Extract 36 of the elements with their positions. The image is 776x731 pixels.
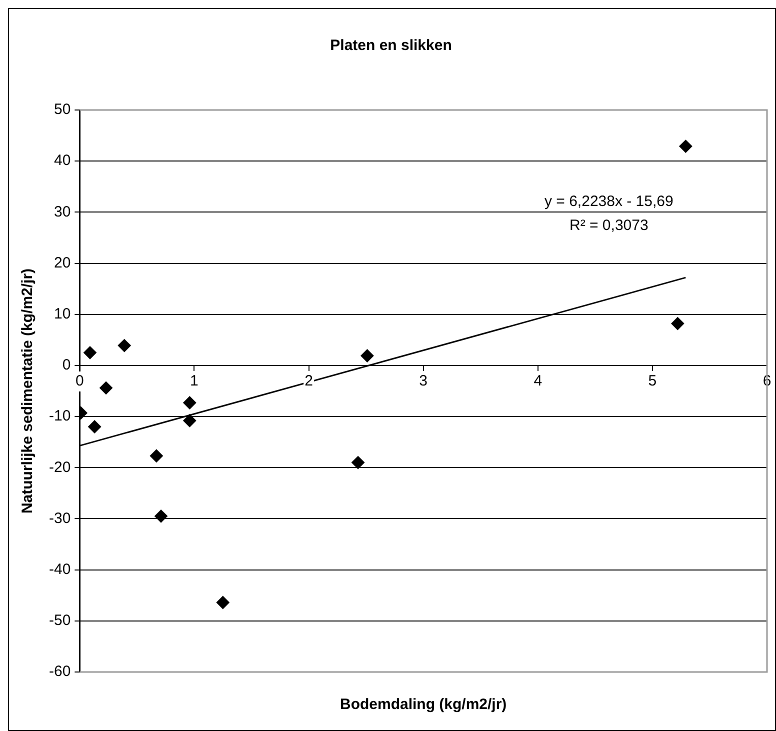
y-tick-label: 10 — [54, 306, 71, 323]
y-tick-label: 0 — [62, 356, 71, 374]
x-tick-label: 4 — [534, 372, 542, 390]
x-tick-label: 1 — [190, 372, 198, 390]
point — [352, 456, 365, 470]
x-tick-label: 2 — [304, 372, 313, 390]
chart-title: Platen en slikken — [330, 37, 452, 54]
y-tick-label: 20 — [54, 254, 71, 272]
y-tick-label: -50 — [48, 612, 71, 630]
y-tick-label: 40 — [54, 152, 71, 170]
point — [216, 596, 230, 610]
y-tick-label: 50 — [54, 101, 71, 118]
y-tick-label: 30 — [54, 203, 71, 220]
annotation: R² = 0,3073 — [570, 217, 648, 234]
point — [88, 420, 102, 434]
point — [150, 449, 163, 462]
point — [118, 339, 131, 352]
point — [154, 510, 168, 523]
x-tick-label: 0 — [76, 372, 84, 390]
point — [183, 414, 196, 428]
y-tick-label: -60 — [48, 663, 71, 680]
point — [183, 396, 196, 410]
y-tick-label: -40 — [48, 560, 71, 578]
point — [100, 381, 113, 394]
y-tick-label: -20 — [48, 458, 71, 476]
point — [671, 317, 684, 330]
x-axis-title: Bodemdaling (kg/m2/jr) — [340, 696, 507, 714]
point — [83, 346, 96, 360]
x-tick-label: 5 — [648, 372, 657, 390]
x-tick-label: 3 — [419, 372, 428, 390]
y-tick-label: -30 — [48, 510, 71, 527]
annotation: y = 6,2238x - 15,69 — [544, 193, 674, 210]
y-tick-label: -10 — [48, 408, 71, 425]
y-axis-title: Natuurlijke sedimentatie (kg/m2/jr) — [19, 268, 36, 514]
point — [360, 349, 374, 362]
point — [679, 140, 692, 153]
